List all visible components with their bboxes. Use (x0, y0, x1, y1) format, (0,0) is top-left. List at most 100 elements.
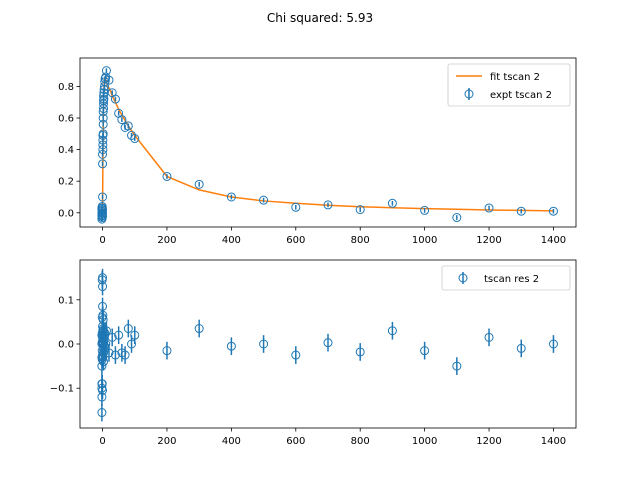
top-marker (516, 206, 526, 216)
top-data-point (98, 205, 108, 215)
top-xtick-label: 800 (351, 235, 370, 246)
top-data-point (516, 206, 526, 216)
bottom-xtick-label: 1400 (541, 436, 566, 447)
top-data-point (291, 202, 301, 212)
bottom-marker (452, 361, 462, 371)
top-xtick-label: 1200 (476, 235, 501, 246)
top-marker (452, 213, 462, 223)
top-axes-frame (79, 57, 577, 228)
bottom-data-point (130, 326, 140, 344)
bottom-marker (110, 350, 120, 360)
bottom-data-point (420, 341, 430, 360)
bottom-data-point (110, 346, 120, 364)
bottom-marker (98, 273, 108, 283)
bottom-series-0 (97, 268, 558, 422)
bottom-marker (114, 330, 124, 340)
bottom-data-point (98, 381, 108, 400)
top-data-point (194, 179, 204, 189)
top-data-point (323, 200, 333, 210)
bottom-ytick-label: 0.1 (58, 295, 74, 306)
top-ytick-label: 0.0 (58, 208, 74, 219)
figure-title: Chi squared: 5.93 (267, 11, 373, 25)
bottom-marker (259, 339, 269, 349)
top-marker (110, 94, 120, 104)
top-marker (98, 192, 108, 202)
bottom-data-point (548, 335, 558, 353)
top-xtick-label: 400 (222, 235, 241, 246)
bottom-marker (130, 330, 140, 340)
bottom-data-point (291, 346, 301, 364)
bottom-marker (355, 347, 365, 357)
top-data-point (98, 159, 108, 169)
bottom-data-point (120, 346, 130, 364)
bottom-marker (107, 332, 117, 342)
top-xtick-label: 0 (99, 235, 105, 246)
bottom-data-point (98, 268, 108, 287)
bottom-data-point (107, 328, 117, 347)
bottom-data-point (323, 333, 333, 352)
bottom-data-point (226, 337, 236, 356)
top-marker (98, 205, 108, 215)
top-marker (162, 171, 172, 181)
top-ytick-label: 0.6 (58, 114, 74, 125)
top-marker (117, 115, 127, 125)
top-data-point (355, 205, 365, 215)
top-ytick-label: 0.4 (58, 145, 74, 156)
bottom-panel: 0 200 400 600 800 1000 1200 1400 −0.1 0.0 0.1 tscan… (50, 259, 577, 447)
bottom-marker (226, 341, 236, 351)
top-legend-label: expt tscan 2 (490, 90, 552, 101)
top-xtick-label: 1400 (541, 235, 566, 246)
top-marker (226, 192, 236, 202)
bottom-data-point (259, 335, 269, 353)
bottom-marker (194, 324, 204, 334)
bottom-marker (104, 348, 114, 358)
top-marker (291, 202, 301, 212)
top-data-point (259, 195, 269, 205)
bottom-legend-marker-swatch (458, 273, 468, 283)
top-legend-label: fit tscan 2 (490, 72, 540, 83)
bottom-marker (516, 343, 526, 353)
top-xtick-label: 1000 (412, 235, 437, 246)
bottom-marker (101, 326, 111, 336)
bottom-marker (387, 326, 397, 336)
top-marker (101, 66, 111, 76)
bottom-data-point (387, 321, 397, 340)
top-legend-marker-swatch (464, 89, 474, 99)
bottom-xtick-label: 400 (222, 436, 241, 447)
bottom-marker (100, 328, 110, 338)
bottom-marker (98, 385, 108, 395)
top-data-point (101, 66, 111, 76)
bottom-marker (101, 339, 111, 349)
top-marker (387, 198, 397, 208)
bottom-marker (123, 324, 133, 334)
top-data-point (548, 206, 558, 216)
top-marker (484, 203, 494, 213)
top-data-point (98, 129, 108, 139)
bottom-legend-box (441, 265, 571, 291)
top-marker (420, 205, 430, 215)
bottom-data-point (355, 343, 365, 361)
top-marker (323, 200, 333, 210)
top-marker (259, 195, 269, 205)
bottom-marker (291, 350, 301, 360)
bottom-xtick-label: 0 (99, 436, 105, 447)
bottom-xtick-label: 200 (157, 436, 176, 447)
bottom-xtick-label: 800 (351, 436, 370, 447)
bottom-data-point (194, 319, 204, 338)
bottom-marker (548, 339, 558, 349)
top-data-point (110, 94, 120, 104)
bottom-data-point (101, 321, 111, 340)
top-legend: fit tscan 2 expt tscan 2 (447, 63, 571, 107)
bottom-marker (97, 408, 107, 418)
bottom-legend-label: tscan res 2 (484, 274, 539, 285)
top-marker (355, 205, 365, 215)
bottom-marker (127, 339, 137, 349)
top-legend-box (447, 63, 571, 107)
top-data-point (123, 121, 133, 131)
top-marker (98, 159, 108, 169)
top-data-point (387, 198, 397, 208)
bottom-marker (120, 350, 130, 360)
bottom-ytick-label: 0.0 (58, 340, 74, 351)
top-ytick-label: 0.8 (58, 82, 74, 93)
